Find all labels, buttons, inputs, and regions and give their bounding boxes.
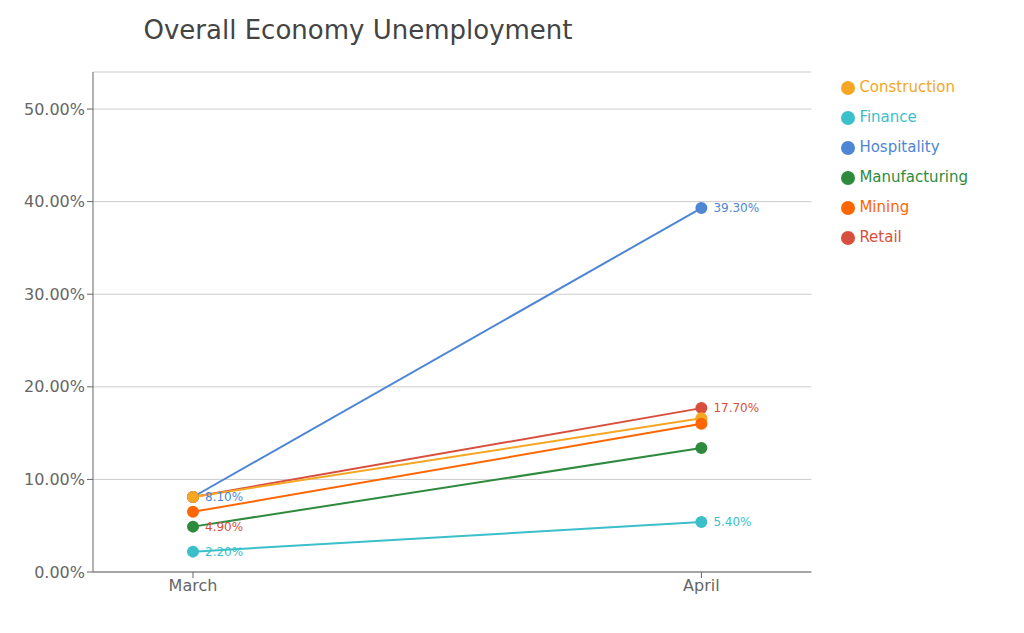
html-text:Retail: Retail [859,228,902,246]
html-text:Manufacturing: Manufacturing [859,168,968,186]
svg-text:2.20%: 2.20% [205,545,243,559]
svg-text:40.00%: 40.00% [24,192,85,211]
svg-text:5.40%: 5.40% [713,515,751,529]
svg-text:8.10%: 8.10% [205,490,243,504]
html-text:Overall Economy Unemployment: Overall Economy Unemployment [143,15,573,45]
svg-text:4.90%: 4.90% [205,520,243,534]
html-text:Construction: Construction [859,78,955,96]
svg-text:39.30%: 39.30% [713,201,759,215]
svg-text:0.00%: 0.00% [34,563,85,582]
svg-text:17.70%: 17.70% [713,401,759,415]
svg-text:30.00%: 30.00% [24,285,85,304]
svg-text:50.00%: 50.00% [24,100,85,119]
svg-text:10.00%: 10.00% [24,470,85,489]
svg-text:April: April [683,576,720,595]
html-text:Finance: Finance [859,108,917,126]
html-text:Hospitality: Hospitality [859,138,940,156]
html-text:Mining: Mining [859,198,910,216]
svg-text:20.00%: 20.00% [24,377,85,396]
svg-text:March: March [169,576,218,595]
